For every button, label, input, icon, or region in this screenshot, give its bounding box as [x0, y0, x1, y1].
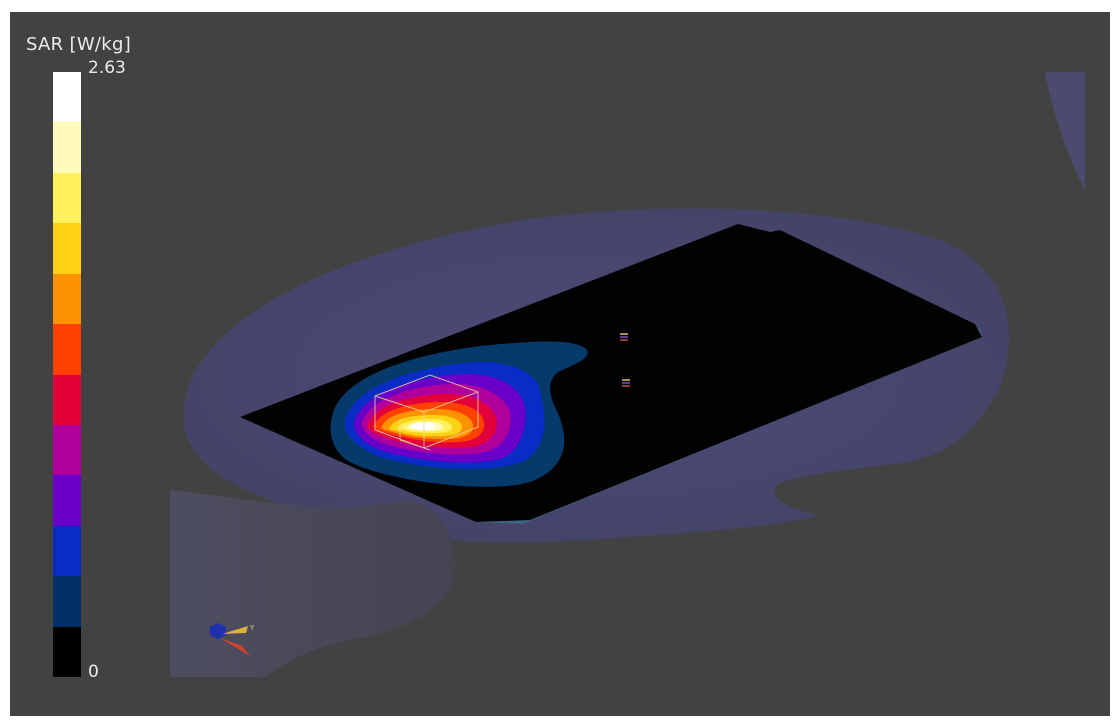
phantom-shell-corner — [1045, 72, 1085, 190]
colorbar-segment — [53, 122, 81, 174]
phantom-lower-shape — [170, 490, 456, 677]
colorbar-max-label: 2.63 — [88, 58, 126, 78]
colorbar-segment — [53, 172, 81, 224]
colorbar-segment — [53, 223, 81, 275]
y-axis-arrow — [222, 626, 248, 634]
colorbar-segment — [53, 72, 81, 123]
colorbar-segment — [53, 626, 81, 678]
sar-scene: Y — [170, 72, 1085, 677]
z-axis-cube — [210, 623, 226, 639]
sar-contours — [330, 341, 588, 487]
y-axis-label: Y — [249, 624, 255, 632]
colorbar — [53, 72, 81, 678]
colorbar-segment — [53, 424, 81, 476]
axes-gizmo[interactable]: Y — [210, 623, 255, 656]
colorbar-segment — [53, 475, 81, 527]
antenna-feed-markers — [620, 333, 630, 387]
zoom-scan-cube — [374, 374, 479, 451]
colorbar-segment — [53, 374, 81, 426]
colorbar-segment — [53, 576, 81, 628]
x-axis-cone — [220, 638, 250, 656]
colorbar-segment — [53, 324, 81, 375]
colorbar-segment — [53, 273, 81, 325]
3d-viewport[interactable]: Y SAR [W/kg] 2.63 0 — [10, 12, 1110, 716]
colorbar-title: SAR [W/kg] — [26, 34, 132, 55]
colorbar-segment — [53, 525, 81, 577]
colorbar-min-label: 0 — [88, 662, 99, 682]
